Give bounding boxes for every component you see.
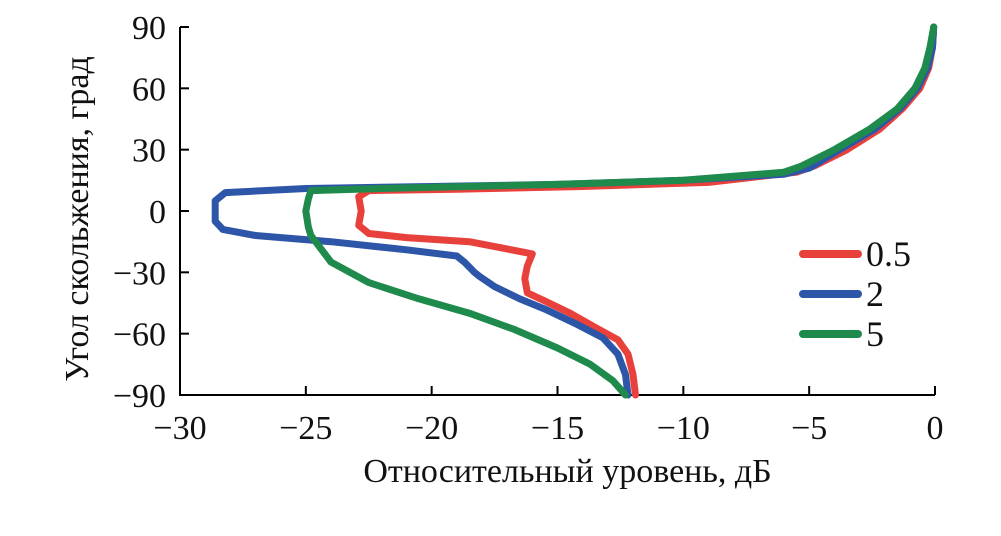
legend: 0.525 — [799, 234, 911, 354]
x-tick-label: −25 — [279, 410, 332, 447]
legend-label-5: 5 — [866, 314, 884, 354]
axis-frame — [179, 27, 935, 396]
x-tick-label: −15 — [531, 410, 584, 447]
series-line-0.5 — [355, 23, 938, 399]
y-tick-label: 0 — [149, 194, 166, 231]
legend-label-0.5: 0.5 — [866, 234, 911, 274]
y-tick-label: −60 — [113, 317, 166, 354]
x-axis-title: Относительный уровень, дБ — [363, 453, 771, 490]
x-tick-label: −20 — [405, 410, 458, 447]
y-tick-label: −90 — [113, 378, 166, 415]
x-tick-label: 0 — [927, 410, 944, 447]
series-line-5 — [302, 23, 938, 399]
y-axis-title: Угол скольжения, град — [59, 56, 96, 382]
y-axis-ticks: −90 −60 −30 0 30 60 90 — [113, 10, 189, 415]
x-axis-ticks: −30 −25 −20 −15 −10 −5 0 — [153, 386, 944, 447]
series-line-2 — [211, 23, 938, 399]
y-tick-label: 90 — [132, 10, 166, 47]
y-tick-label: −30 — [113, 255, 166, 292]
y-tick-label: 30 — [132, 133, 166, 170]
x-tick-label: −30 — [153, 410, 206, 447]
y-tick-label: 60 — [132, 71, 166, 108]
legend-label-2: 2 — [866, 274, 884, 314]
series-lines — [211, 23, 938, 399]
x-tick-label: −10 — [657, 410, 710, 447]
plot-area — [179, 27, 935, 396]
x-tick-label: −5 — [791, 410, 827, 447]
